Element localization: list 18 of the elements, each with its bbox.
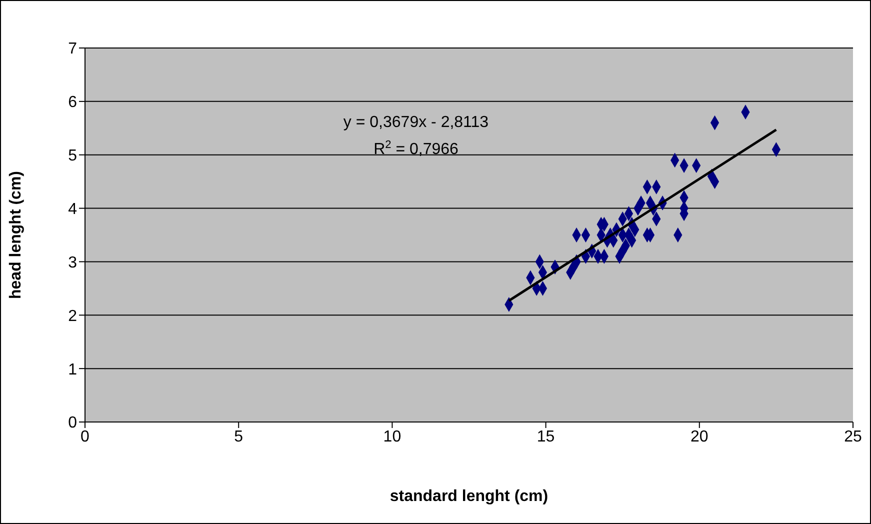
y-tick-label: 5	[68, 148, 78, 165]
annotation: y = 0,3679x - 2,8113	[343, 114, 489, 131]
y-tick-label: 3	[68, 254, 78, 272]
x-tick-label: 0	[80, 428, 90, 446]
y-tick-label: 6	[68, 94, 78, 112]
y-tick-label: 2	[68, 308, 78, 325]
x-tick-label: 5	[234, 428, 244, 446]
x-tick-label: 25	[844, 428, 862, 446]
x-axis-title: standard lenght (cm)	[390, 488, 548, 505]
y-tick-label: 4	[68, 200, 78, 218]
x-tick-label: 15	[536, 428, 555, 446]
y-tick-label: 0	[68, 414, 78, 432]
annotation: R$^{2}$ = 0,7966	[374, 139, 459, 158]
x-tick-label: 10	[383, 428, 402, 446]
y-axis-title: head lenght (cm)	[8, 170, 25, 300]
y-tick-label: 7	[68, 40, 78, 58]
x-tick-label: 20	[690, 428, 708, 446]
y-tick-label: 1	[68, 361, 78, 378]
